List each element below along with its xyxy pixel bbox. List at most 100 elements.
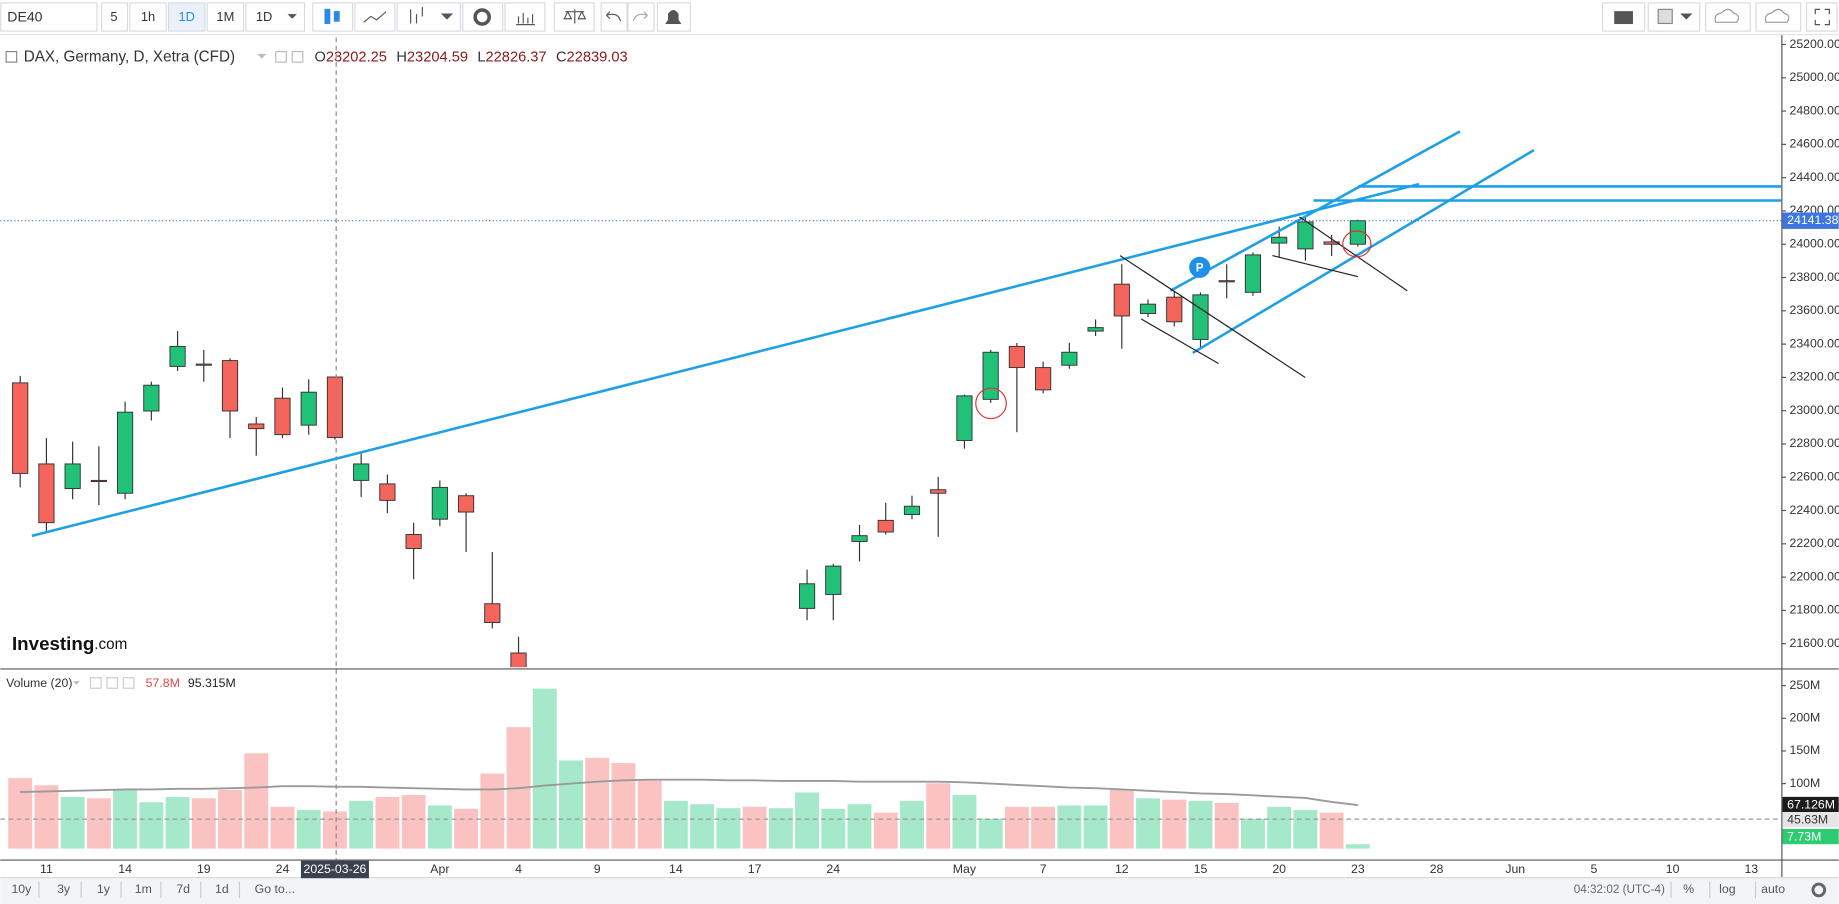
candle-body (143, 384, 160, 412)
candle-body (117, 411, 134, 494)
candle-body (1244, 254, 1262, 293)
icon[interactable] (89, 677, 102, 689)
candle-body (274, 397, 291, 436)
x-tick-label: 12 (1115, 862, 1129, 876)
last-price-label: 24141.38 (1787, 213, 1838, 227)
candle-body (1008, 345, 1025, 369)
range-button[interactable]: 1m (135, 882, 152, 896)
volume-bar (479, 772, 505, 849)
black-drawings (1119, 216, 1408, 379)
cloud-load-button[interactable] (1705, 2, 1751, 32)
trend-line (31, 182, 1420, 538)
candle-body (1087, 327, 1104, 332)
volume-bar (1292, 809, 1319, 849)
draw-button[interactable] (396, 2, 462, 32)
x-tick-label: May (953, 862, 977, 876)
range-button[interactable]: 1d (215, 882, 229, 896)
volume-bar (1345, 843, 1371, 849)
line-button[interactable] (354, 2, 396, 32)
toolbar (0, 0, 1839, 35)
range-button[interactable]: 3y (57, 882, 71, 896)
scale-option[interactable]: log (1719, 882, 1736, 896)
candle-body (221, 360, 239, 412)
candle-body (1323, 241, 1340, 245)
compare-button[interactable] (553, 2, 595, 32)
trend-line (1169, 130, 1461, 292)
candle-body (353, 463, 370, 481)
x-tick-label: 5 (1591, 862, 1598, 876)
legend-value: 22826.37 (486, 49, 547, 65)
y-tick-label: 22000.00 (1789, 569, 1839, 583)
interval-button[interactable] (101, 2, 129, 32)
fullscreen-button[interactable] (1805, 2, 1838, 32)
x-tick-label: 15 (1194, 862, 1208, 876)
watermark-suffix: .com (94, 636, 127, 653)
legend-value: 23204.59 (407, 49, 468, 65)
redo-button[interactable] (627, 2, 655, 32)
candle-body (982, 351, 999, 400)
candle-body (326, 376, 344, 438)
reference-box (1782, 812, 1839, 828)
scale-option[interactable]: auto (1761, 882, 1785, 896)
icon (72, 681, 80, 685)
scale-option[interactable]: % (1683, 882, 1694, 896)
icon[interactable] (122, 677, 135, 689)
snapshot-button[interactable] (1601, 2, 1646, 32)
candle-body (851, 535, 868, 542)
range-button[interactable]: 10y (11, 882, 32, 896)
settings-icon[interactable] (1811, 882, 1827, 898)
cloud-save-button[interactable] (1755, 2, 1802, 32)
x-tick-label: Jun (1505, 862, 1525, 876)
candle-body (930, 489, 947, 494)
line-drawing (1140, 318, 1219, 364)
indicators-button[interactable] (504, 2, 546, 32)
interval-button-active[interactable] (167, 2, 206, 32)
volume-bar (820, 808, 846, 849)
volume-bar (1318, 811, 1345, 849)
legend-key: O (314, 49, 325, 65)
undo-button[interactable] (600, 2, 628, 32)
settings-button[interactable] (462, 2, 504, 32)
icon (1714, 8, 1740, 23)
crosshair-date-box (300, 860, 369, 879)
icon[interactable] (291, 51, 304, 63)
watermark: Investing.com (12, 633, 127, 654)
icon[interactable] (106, 677, 119, 689)
icon (516, 12, 535, 26)
icon (363, 11, 387, 23)
x-tick-label: 2025-03-26 (303, 862, 366, 876)
range-button[interactable]: 7d (176, 882, 190, 896)
y-tick-label: 22600.00 (1789, 469, 1839, 483)
volume-bar (1187, 800, 1214, 849)
x-tick-label: 10 (1666, 862, 1680, 876)
icon (1657, 8, 1673, 25)
candles-button[interactable] (312, 2, 354, 32)
candle-body (169, 345, 186, 367)
y-tick-label: 25000.00 (1789, 70, 1839, 84)
y-tick-label: 23200.00 (1789, 370, 1839, 384)
interval-label: 5 (110, 9, 117, 24)
goto-button[interactable]: Go to... (255, 882, 295, 896)
volume-bar (715, 807, 742, 849)
symbol-input[interactable] (0, 2, 98, 32)
interval-button[interactable] (206, 2, 245, 32)
collapse-icon[interactable] (5, 51, 18, 63)
y-tick-label: 24000.00 (1789, 236, 1839, 250)
x-tick-label: 20 (1272, 862, 1286, 876)
legend-key: C (556, 49, 567, 65)
moving-average (20, 778, 1358, 807)
line-drawing (1119, 255, 1306, 379)
event-marker[interactable] (1189, 256, 1211, 278)
range-button[interactable]: 1y (97, 882, 111, 896)
volume-bar (689, 803, 715, 849)
interval-dropdown[interactable] (245, 2, 306, 32)
candle-body (1271, 236, 1288, 244)
interval-button[interactable] (129, 2, 167, 32)
alert-button[interactable] (656, 2, 691, 32)
x-tick-label: 24 (276, 862, 290, 876)
icon[interactable] (275, 51, 287, 63)
y-tick-label: 22200.00 (1789, 536, 1839, 550)
y-tick-label: 150M (1789, 743, 1820, 757)
candle-body (484, 603, 501, 624)
layout-button[interactable] (1647, 2, 1701, 32)
